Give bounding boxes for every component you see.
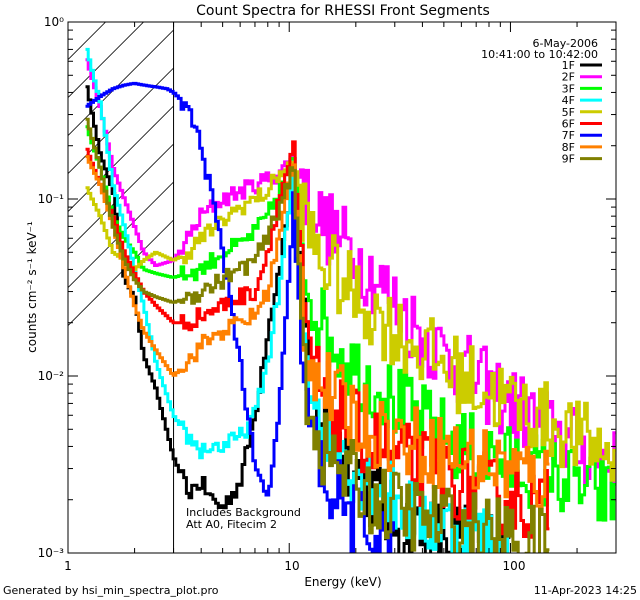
- legend-label-1F: 1F: [562, 59, 575, 72]
- hatch-line: [68, 143, 174, 250]
- series-line-9F: [85, 117, 550, 553]
- legend-label-6F: 6F: [562, 118, 575, 131]
- y-tick-label: 10⁻²: [38, 369, 65, 383]
- hatch-line: [68, 219, 174, 326]
- date-label: 6-May-2006: [533, 37, 598, 50]
- annotation-background: Includes Background: [186, 506, 301, 519]
- legend-label-5F: 5F: [562, 106, 575, 119]
- time-range-label: 10:41:00 to 10:42:00: [481, 48, 598, 61]
- hatch-line: [68, 105, 174, 212]
- legend-label-4F: 4F: [562, 94, 575, 107]
- hatch-line: [68, 22, 107, 60]
- y-tick-label: 10⁻³: [38, 546, 65, 560]
- x-tick-label: 100: [503, 559, 526, 573]
- legend-label-8F: 8F: [562, 141, 575, 154]
- x-tick-label: 10: [284, 559, 299, 573]
- hatch-line: [68, 22, 145, 98]
- x-axis-label: Energy (keV): [304, 575, 381, 589]
- y-tick-label: 10⁻¹: [38, 192, 65, 206]
- series-line-5F: [85, 161, 616, 482]
- series-line-7F: [85, 81, 395, 553]
- series-line-8F: [85, 155, 550, 510]
- plot-frame: [67, 21, 617, 554]
- series-layer: [85, 47, 616, 553]
- x-tick-label: 1: [64, 559, 72, 573]
- annotation-attenuator: Att A0, Fitecim 2: [186, 518, 277, 531]
- legend-label-7F: 7F: [562, 129, 575, 142]
- footer-generated-by: Generated by hsi_min_spectra_plot.pro: [3, 584, 219, 597]
- y-tick-label: 10⁰: [44, 15, 64, 29]
- axis-ticks: [67, 21, 617, 554]
- legend-label-3F: 3F: [562, 82, 575, 95]
- hatch-line: [68, 29, 174, 136]
- chart-title: Count Spectra for RHESSI Front Segments: [196, 3, 490, 19]
- hatch-line: [68, 0, 174, 22]
- shaded-region: [68, 0, 175, 553]
- footer-timestamp: 11-Apr-2023 14:25: [534, 584, 637, 597]
- series-line-3F: [85, 125, 616, 522]
- hatch-line: [68, 67, 174, 174]
- y-axis-label: counts cm⁻² s⁻¹ keV⁻¹: [25, 221, 39, 353]
- legend-label-2F: 2F: [562, 71, 575, 84]
- legend-label-9F: 9F: [562, 153, 575, 166]
